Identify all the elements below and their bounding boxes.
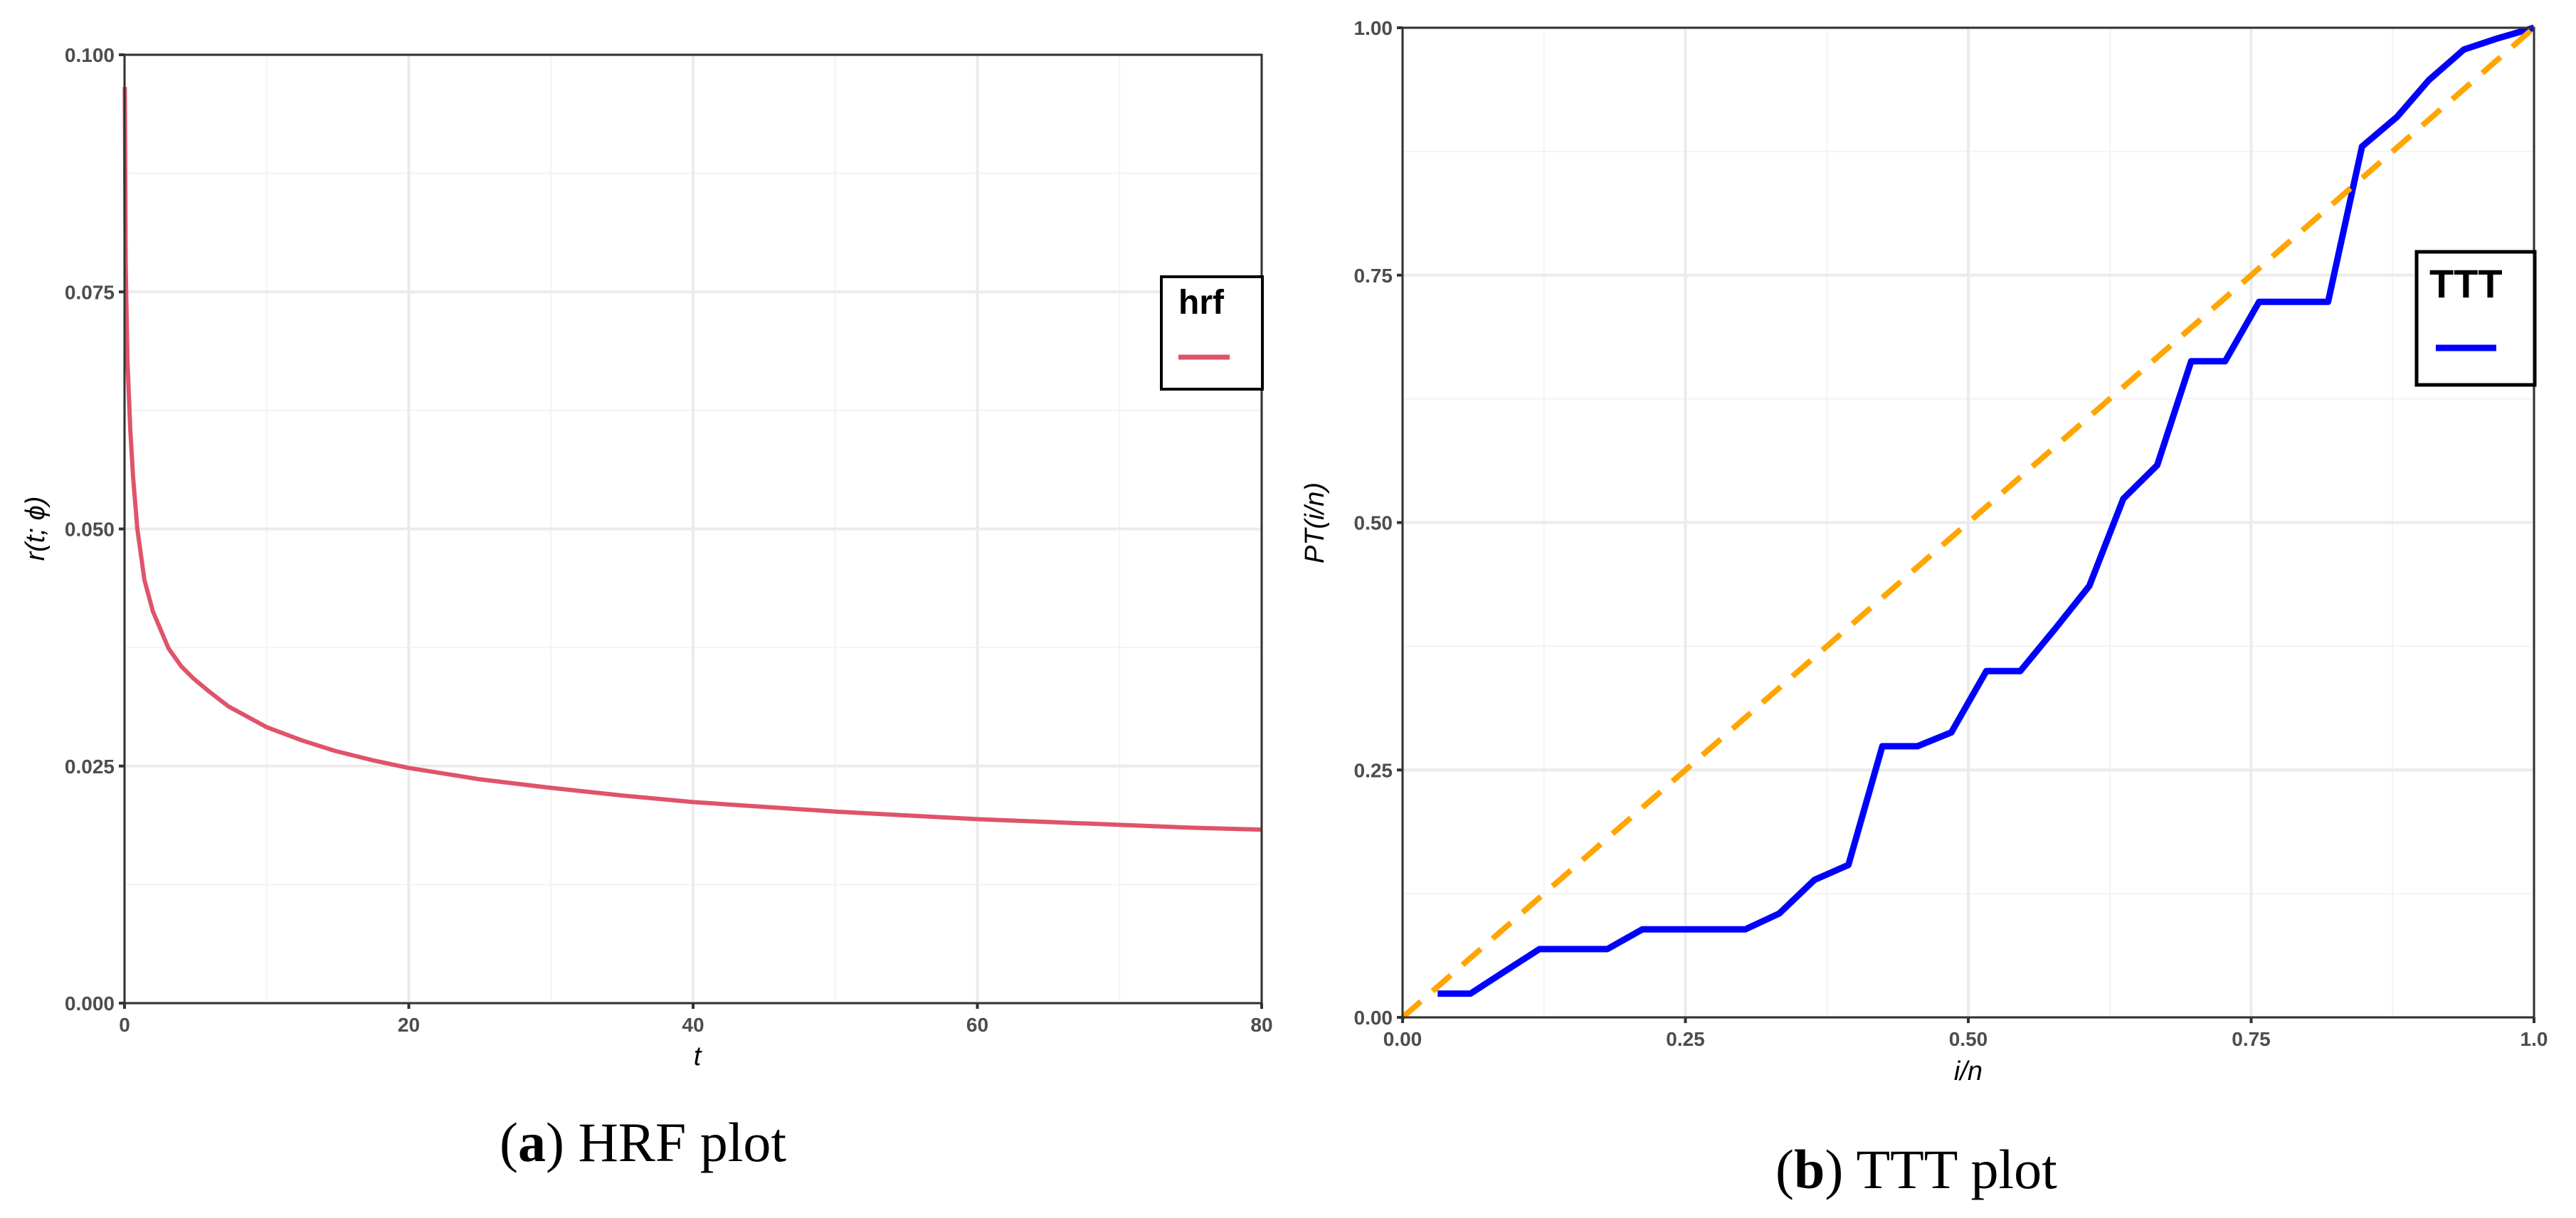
x-tick-label: 0.75 <box>2232 1028 2271 1050</box>
ttt-tick-labels: 0.00 0.25 0.50 0.75 1.0 0.00 0.25 0.50 0.75 1.00 <box>1354 17 2548 1050</box>
y-tick-label: 0.25 <box>1354 759 1393 781</box>
y-tick-label: 0.50 <box>1354 512 1393 534</box>
hrf-y-axis-title: r(t; ϕ) <box>21 497 51 561</box>
ttt-series-line <box>1437 24 2535 997</box>
hrf-x-axis-title: t <box>694 1042 702 1071</box>
hrf-legend: hrf <box>1160 275 1264 391</box>
x-tick-label: 1.0 <box>2520 1028 2548 1050</box>
x-tick-label: 0.25 <box>1666 1028 1705 1050</box>
hrf-legend-box <box>1160 275 1264 391</box>
reference-diagonal-line <box>1400 25 2536 1020</box>
ttt-legend-title: TTT <box>2429 261 2503 306</box>
ttt-legend-box <box>2414 250 2537 387</box>
caption-letter-a: a <box>518 1111 546 1173</box>
hrf-plot-panel: 0 20 40 60 80 0.000 0.025 0.050 0.075 0.100 t r(t… <box>21 44 1273 1173</box>
y-tick-label: 0.050 <box>65 519 115 541</box>
caption-text: ) HRF plot <box>546 1111 786 1173</box>
y-tick-label: 0.100 <box>65 44 115 66</box>
hrf-caption: (a) HRF plot <box>500 1111 786 1173</box>
x-tick-label: 20 <box>398 1014 420 1036</box>
x-tick-label: 0 <box>119 1014 130 1036</box>
ttt-y-axis-title: PT(i/n) <box>1300 482 1330 563</box>
x-tick-label: 0.50 <box>1949 1028 1988 1050</box>
caption-paren: ( <box>1775 1138 1794 1200</box>
hrf-gridlines <box>123 53 1263 1005</box>
hrf-curve <box>122 87 1262 832</box>
y-tick-label: 0.075 <box>65 281 115 303</box>
y-tick-label: 0.025 <box>65 756 115 778</box>
ttt-legend: TTT <box>2414 250 2537 387</box>
x-tick-label: 0.00 <box>1383 1028 1422 1050</box>
hrf-series-line <box>122 87 1262 832</box>
y-tick-label: 0.75 <box>1354 265 1393 287</box>
caption-letter-b: b <box>1794 1138 1825 1200</box>
ttt-plot-panel: 0.00 0.25 0.50 0.75 1.00.000.250.500.751.00 … <box>1300 17 2548 1200</box>
caption-paren: ( <box>500 1111 518 1173</box>
hrf-tick-labels: 0 20 40 60 80 0.000 0.025 0.050 0.075 0.100 <box>65 44 1273 1036</box>
ttt-axes <box>1397 26 2535 1023</box>
hrf-legend-title: hrf <box>1178 284 1225 322</box>
x-tick-label: 40 <box>682 1014 704 1036</box>
ttt-curves <box>1400 24 2536 1020</box>
x-tick-label: 60 <box>966 1014 988 1036</box>
y-tick-label: 0.000 <box>65 992 115 1015</box>
x-tick-label: 80 <box>1250 1014 1272 1036</box>
y-tick-label: 0.00 <box>1354 1007 1393 1029</box>
hrf-axes <box>119 53 1263 1009</box>
caption-text: ) TTT plot <box>1825 1138 2057 1200</box>
y-tick-label: 1.00 <box>1354 17 1393 39</box>
ttt-x-axis-title: i/n <box>1954 1057 1983 1086</box>
ttt-caption: (b) TTT plot <box>1775 1138 2057 1200</box>
